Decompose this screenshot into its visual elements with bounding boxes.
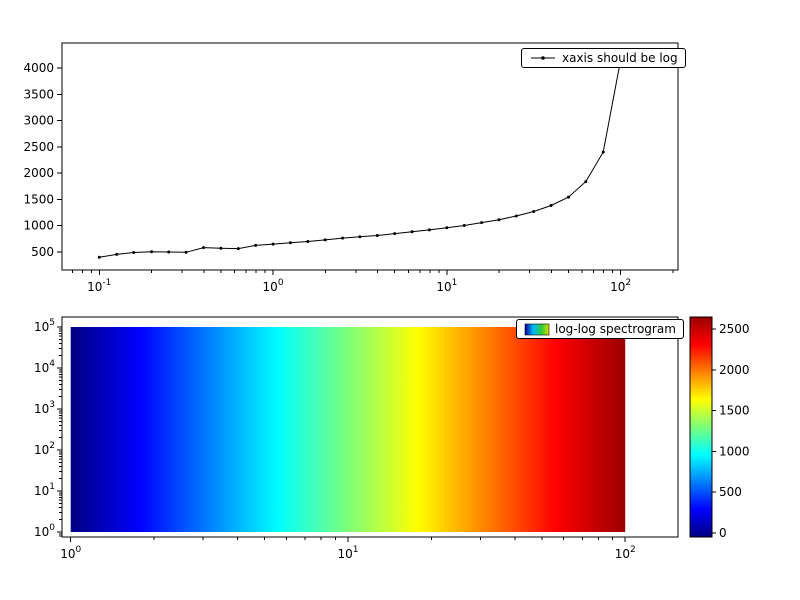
legend-bottom-label: log-log spectrogram [555, 322, 676, 336]
colorbar: 0 500 1000 1500 2000 2500 [689, 316, 750, 540]
svg-text:102: 102 [34, 441, 55, 457]
svg-text:500: 500 [719, 485, 742, 499]
svg-text:100: 100 [34, 523, 55, 539]
svg-text:1000: 1000 [23, 219, 54, 233]
svg-text:105: 105 [34, 318, 55, 334]
spectrogram-sample-icon [524, 323, 550, 335]
svg-text:2000: 2000 [23, 166, 54, 180]
spectrogram-image [70, 327, 626, 532]
svg-text:10-1: 10-1 [87, 278, 111, 294]
svg-text:104: 104 [34, 359, 55, 375]
legend-top-label: xaxis should be log [562, 51, 678, 65]
svg-text:2500: 2500 [23, 140, 54, 154]
svg-text:3000: 3000 [23, 114, 54, 128]
svg-text:1000: 1000 [719, 444, 750, 458]
svg-text:102: 102 [615, 545, 636, 561]
line-marker-sample-icon [531, 56, 555, 60]
svg-text:101: 101 [436, 278, 457, 294]
svg-text:101: 101 [34, 482, 55, 498]
svg-text:1500: 1500 [719, 404, 750, 418]
svg-text:4000: 4000 [23, 61, 54, 75]
svg-text:101: 101 [337, 545, 358, 561]
svg-text:0: 0 [719, 526, 727, 540]
legend-top: xaxis should be log [521, 48, 686, 68]
top-plot: 10-1 100 101 102 500 1000 1500 2000 2500 3000 3500… [23, 42, 679, 294]
svg-text:2000: 2000 [719, 363, 750, 377]
svg-text:3500: 3500 [23, 87, 54, 101]
svg-text:102: 102 [610, 278, 631, 294]
svg-text:1500: 1500 [23, 192, 54, 206]
svg-text:100: 100 [263, 278, 284, 294]
svg-text:500: 500 [31, 245, 54, 259]
bottom-plot: 100 101 102 100 101 102 103 104 105 [34, 316, 679, 561]
svg-text:2500: 2500 [719, 322, 750, 336]
legend-bottom: log-log spectrogram [516, 319, 684, 339]
svg-text:103: 103 [34, 400, 55, 416]
svg-text:100: 100 [60, 545, 81, 561]
